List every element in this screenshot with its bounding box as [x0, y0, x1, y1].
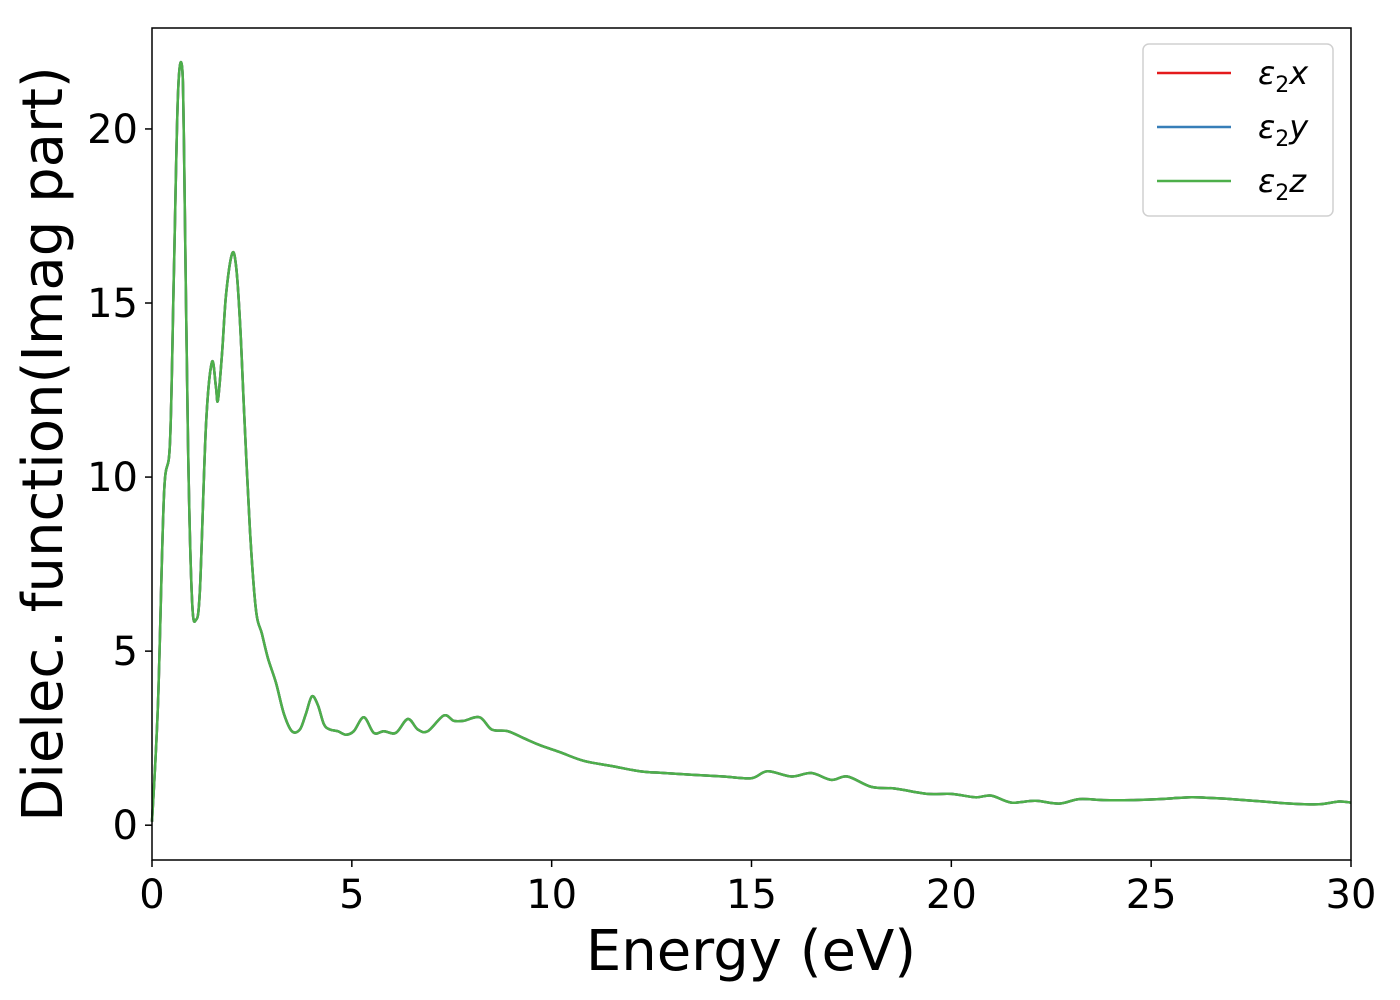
y-tick-label: 10	[87, 455, 138, 501]
legend-axis: y	[1288, 108, 1309, 146]
x-tick-label: 15	[726, 872, 777, 918]
legend-subscript: 2	[1275, 181, 1289, 206]
y-tick-label: 20	[87, 107, 138, 153]
y-tick-label: 15	[87, 281, 138, 327]
x-tick-label: 25	[1126, 872, 1177, 918]
legend-box	[1142, 43, 1334, 217]
legend-symbol: ε	[1258, 162, 1275, 200]
x-tick-label: 30	[1326, 872, 1377, 918]
series-lines	[150, 60, 1352, 822]
y-axis-ticks: 0 5 10 15 20	[87, 107, 152, 849]
legend-label: ε2x	[1258, 54, 1309, 98]
x-axis-label: Energy (eV)	[586, 919, 916, 984]
legend-axis: z	[1288, 162, 1307, 200]
legend-symbol: ε	[1258, 54, 1275, 92]
y-axis-label: Dielec. function(Imag part)	[11, 66, 76, 822]
y-tick-label: 0	[113, 803, 138, 849]
legend-axis: x	[1288, 54, 1309, 92]
x-tick-label: 0	[139, 872, 164, 918]
legend-subscript: 2	[1275, 127, 1289, 152]
x-axis-ticks: 0 5 10 15 20 25 30	[139, 860, 1376, 918]
x-tick-label: 20	[926, 872, 977, 918]
legend-label: ε2z	[1258, 162, 1307, 206]
legend-label: ε2y	[1258, 108, 1309, 152]
y-tick-label: 5	[113, 629, 138, 675]
x-tick-label: 5	[339, 872, 364, 918]
legend-subscript: 2	[1275, 73, 1289, 98]
x-tick-label: 10	[526, 872, 577, 918]
legend-symbol: ε	[1258, 108, 1275, 146]
series-line-z	[150, 60, 1352, 822]
